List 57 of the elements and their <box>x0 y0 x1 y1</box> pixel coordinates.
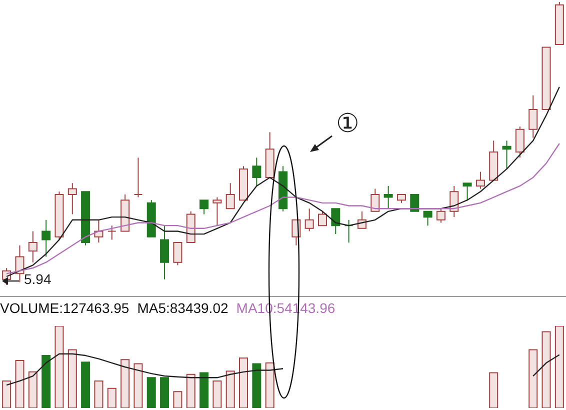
bar <box>15 360 24 408</box>
candlestick <box>42 219 51 258</box>
bar <box>265 362 274 408</box>
candlestick <box>94 219 104 244</box>
candlestick <box>462 182 472 201</box>
candlestick <box>68 182 77 215</box>
bar <box>239 357 248 408</box>
candlestick <box>212 196 222 226</box>
candlestick <box>423 210 432 226</box>
bar <box>200 372 209 408</box>
candlestick <box>226 182 235 210</box>
bar <box>226 370 235 408</box>
bar <box>54 326 64 408</box>
bar <box>81 362 90 408</box>
candlestick <box>476 171 485 190</box>
bar <box>554 326 564 408</box>
candlestick <box>384 185 393 210</box>
bar <box>120 359 130 408</box>
bar <box>28 371 38 408</box>
candlestick <box>160 225 170 280</box>
candlestick <box>318 210 327 226</box>
bar <box>68 349 77 408</box>
text: VOLUME:127463.95 <box>0 300 130 316</box>
annotation: 5.94 <box>24 271 52 287</box>
bar <box>146 377 156 408</box>
bar <box>134 363 143 408</box>
candlestick <box>173 242 182 266</box>
bar <box>528 349 538 408</box>
candlestick <box>515 126 524 158</box>
candlestick <box>502 140 512 170</box>
bar <box>94 380 104 408</box>
candlestick <box>528 94 538 138</box>
text: MA5:83439.02 <box>137 300 228 316</box>
candlestick <box>410 194 420 212</box>
candlestick <box>15 244 24 283</box>
candlestick <box>370 188 380 212</box>
bar <box>252 363 262 408</box>
candlestick <box>28 230 38 263</box>
candlestick <box>107 225 116 240</box>
bar <box>542 331 551 408</box>
candlestick <box>450 185 459 218</box>
bar <box>42 355 51 408</box>
candlestick <box>331 208 340 235</box>
candlestick <box>134 157 143 198</box>
bar <box>160 377 170 408</box>
bar <box>186 374 196 408</box>
candlestick <box>304 208 314 232</box>
bar <box>489 372 498 408</box>
candlestick <box>252 157 262 186</box>
candlestick <box>344 219 354 244</box>
bar <box>173 391 182 408</box>
bar <box>107 388 116 408</box>
candlestick <box>200 200 209 215</box>
bar <box>2 380 12 408</box>
candlestick <box>436 208 446 224</box>
bar <box>212 380 222 408</box>
annotation: ① <box>336 108 359 139</box>
